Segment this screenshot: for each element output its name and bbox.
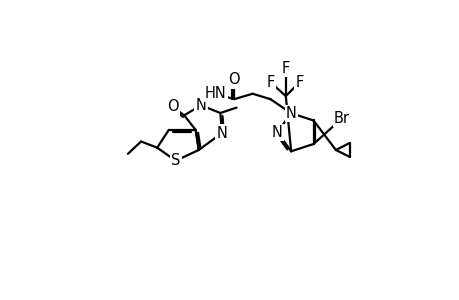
Text: N: N xyxy=(216,125,227,140)
Text: F: F xyxy=(281,61,289,76)
Text: F: F xyxy=(266,75,274,90)
Text: N: N xyxy=(195,98,206,113)
Text: O: O xyxy=(167,99,178,114)
Text: O: O xyxy=(228,72,240,87)
Text: HN: HN xyxy=(204,86,226,101)
Text: S: S xyxy=(171,153,180,168)
Text: Br: Br xyxy=(333,111,349,126)
Text: N: N xyxy=(271,125,282,140)
Text: F: F xyxy=(295,75,303,90)
Text: N: N xyxy=(285,106,296,121)
